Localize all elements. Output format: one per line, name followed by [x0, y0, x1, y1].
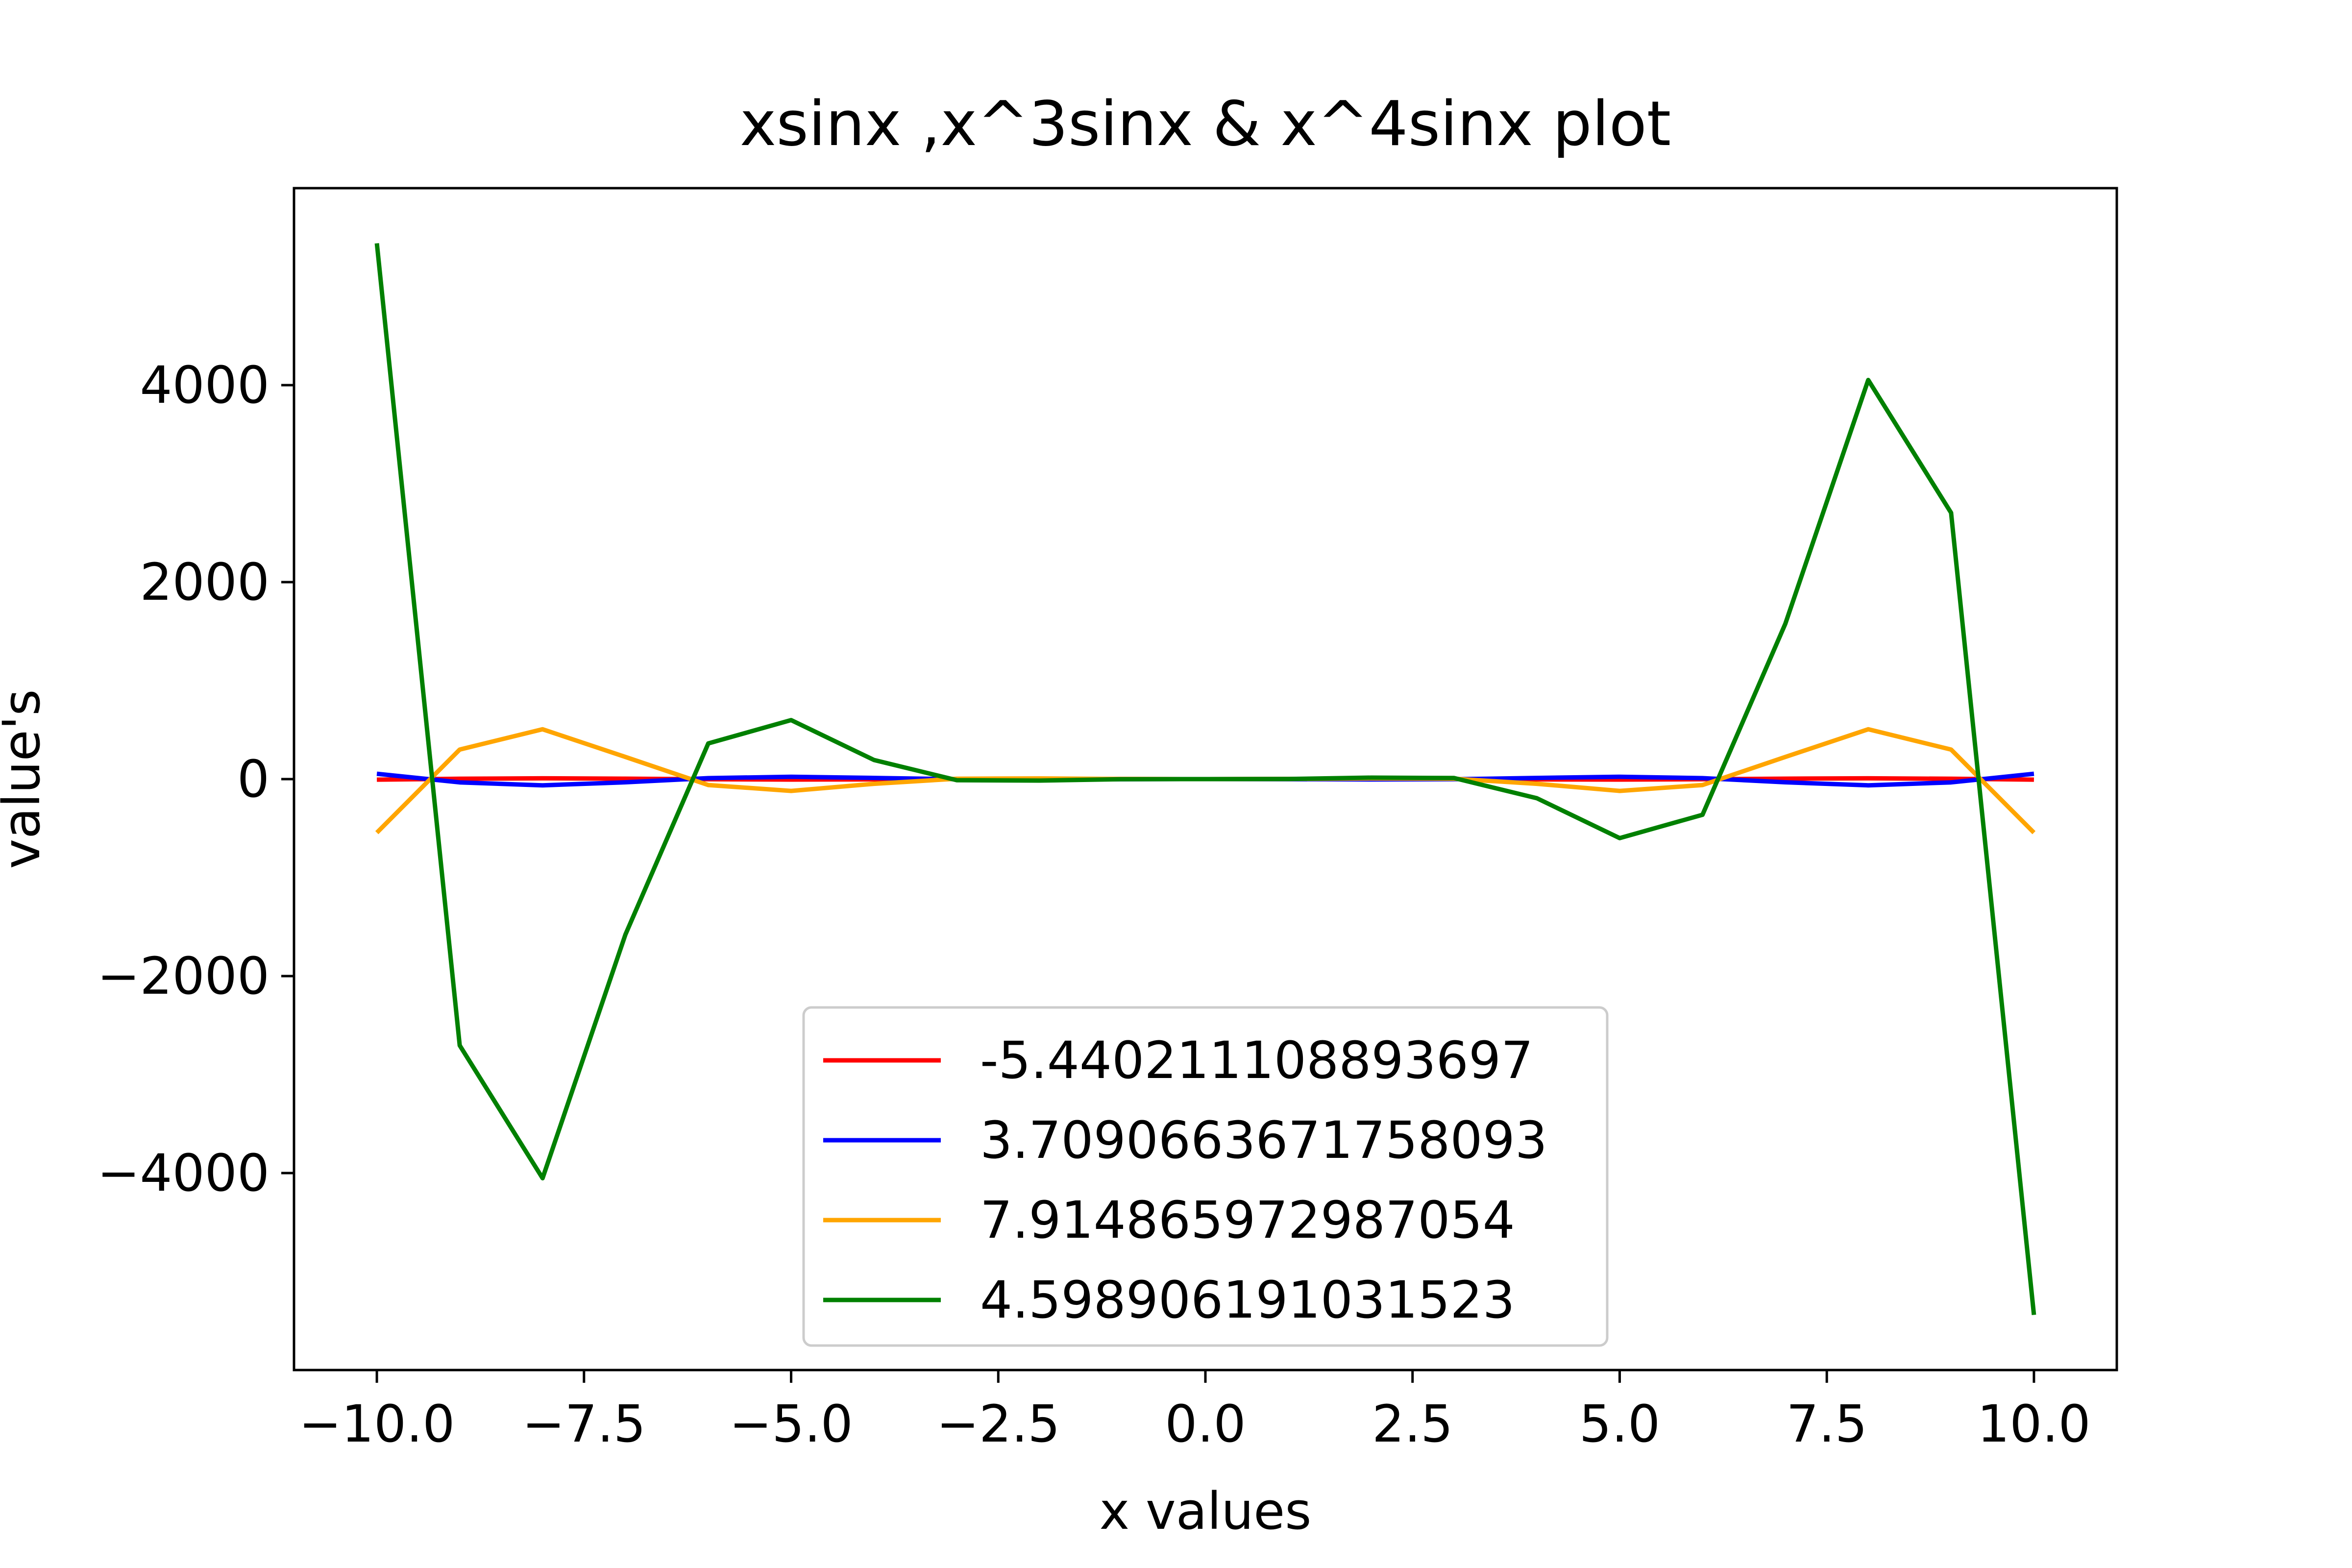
x-tick-label: 2.5: [1372, 1394, 1453, 1454]
x-axis-ticks: −10.0 −7.5 −5.0 −2.5 0.0 2.5 5.0 7.5 10.0: [299, 1370, 2091, 1454]
y-tick-label: −2000: [97, 946, 270, 1006]
y-tick-label: 0: [237, 749, 270, 809]
legend-label-3: 7.914865972987054: [980, 1190, 1515, 1250]
y-tick-label: −4000: [97, 1143, 270, 1203]
x-axis-label: x values: [1100, 1481, 1312, 1541]
x-tick-label: −10.0: [299, 1394, 455, 1454]
legend-label-2: 3.7090663671758093: [980, 1110, 1547, 1170]
x-tick-label: 10.0: [1977, 1394, 2091, 1454]
y-tick-label: 2000: [140, 552, 270, 612]
chart-title: xsinx ,x^3sinx & x^4sinx plot: [740, 88, 1671, 160]
x-tick-label: −7.5: [522, 1394, 646, 1454]
series-layer: [374, 243, 2036, 1315]
legend: -5.440211108893697 3.7090663671758093 7.91…: [802, 1006, 1609, 1347]
legend-box: [802, 1006, 1609, 1347]
y-axis-label: value's: [0, 689, 51, 869]
series-line-4: [374, 243, 2036, 1315]
y-tick-label: 4000: [140, 355, 270, 415]
y-axis-ticks: −4000 −2000 0 2000 4000: [97, 355, 294, 1203]
x-tick-label: 5.0: [1579, 1394, 1660, 1454]
x-tick-label: 7.5: [1786, 1394, 1867, 1454]
legend-label-4: 4.598906191031523: [980, 1270, 1515, 1330]
x-tick-label: 0.0: [1165, 1394, 1246, 1454]
x-tick-label: −2.5: [936, 1394, 1060, 1454]
x-tick-label: −5.0: [729, 1394, 853, 1454]
legend-label-1: -5.440211108893697: [980, 1030, 1533, 1090]
